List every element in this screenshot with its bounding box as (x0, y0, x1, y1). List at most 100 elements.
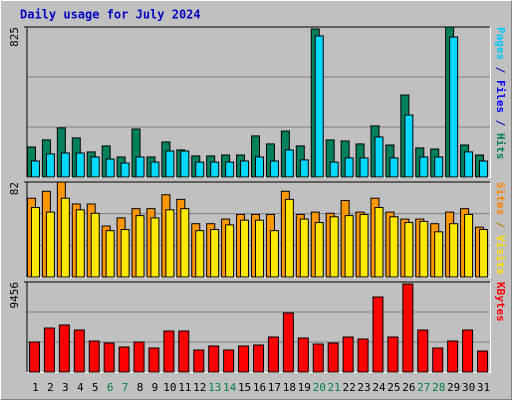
bar (240, 219, 250, 278)
bar (165, 150, 175, 178)
legend-entry: KBytes (494, 282, 507, 322)
bar (464, 213, 474, 278)
bar (329, 216, 339, 278)
bar (180, 150, 190, 178)
y-tick-label: 9456 (8, 282, 21, 309)
bar (432, 347, 444, 373)
x-tick-label: 11 (178, 381, 191, 394)
bar (30, 160, 40, 178)
bar (120, 162, 130, 178)
bar (148, 347, 160, 373)
bar (163, 330, 175, 373)
bar (299, 218, 309, 278)
x-tick-label: 13 (208, 381, 221, 394)
x-tick-label: 24 (372, 381, 386, 394)
bar (374, 136, 384, 178)
bar (73, 329, 85, 373)
bar (28, 341, 40, 373)
bar (477, 350, 489, 373)
bar (282, 312, 294, 373)
bar (208, 345, 220, 373)
bar (135, 215, 145, 278)
bar (255, 219, 264, 278)
bar (372, 296, 384, 373)
x-tick-label: 26 (402, 381, 415, 394)
x-tick-label: 23 (357, 381, 370, 394)
legend-entry: / (494, 113, 507, 133)
bar (225, 224, 235, 278)
legend: KBytes (494, 282, 507, 322)
bar (150, 217, 160, 278)
x-tick-label: 25 (387, 381, 400, 394)
legend-entry: Sites (494, 182, 507, 215)
bar (45, 153, 55, 178)
bar (359, 213, 369, 278)
bar (58, 324, 70, 373)
bar (90, 156, 100, 178)
x-tick-label: 10 (163, 381, 176, 394)
bar (195, 230, 205, 278)
bar (297, 337, 309, 373)
bar (314, 35, 324, 178)
bar (255, 156, 264, 178)
bar (329, 161, 339, 178)
x-tick-label: 18 (283, 381, 296, 394)
bar (193, 349, 205, 373)
bar (419, 156, 429, 178)
bar (434, 156, 444, 178)
bar (269, 160, 279, 178)
legend-entry: Files (494, 80, 507, 113)
x-tick-label: 19 (298, 381, 311, 394)
x-tick-label: 2 (47, 381, 54, 394)
x-tick-label: 22 (342, 381, 355, 394)
x-tick-label: 14 (223, 381, 237, 394)
x-tick-label: 3 (62, 381, 69, 394)
x-tick-label: 16 (253, 381, 266, 394)
bar (327, 342, 339, 373)
bar (135, 156, 145, 178)
bar (105, 158, 115, 178)
bar (240, 160, 250, 178)
legend: Sites / Visits (494, 182, 507, 275)
bar (434, 231, 444, 278)
y-tick-label: 82 (8, 182, 21, 195)
x-tick-label: 27 (417, 381, 430, 394)
bar (118, 346, 130, 373)
bar (284, 198, 294, 278)
bar (359, 157, 369, 178)
bar (120, 229, 130, 278)
bar (90, 212, 100, 278)
legend-entry: Pages (494, 27, 507, 60)
bar (178, 330, 190, 373)
bar (344, 215, 354, 278)
x-tick-label: 7 (122, 381, 129, 394)
bar (195, 161, 205, 178)
x-tick-label: 28 (432, 381, 445, 394)
bar (417, 329, 429, 373)
bar (238, 345, 250, 373)
bar (75, 209, 85, 278)
bar (344, 157, 354, 178)
bar (30, 206, 40, 278)
x-tick-label: 6 (107, 381, 114, 394)
bar (449, 223, 459, 278)
legend-entry: Visits (494, 235, 507, 275)
bar (479, 229, 489, 278)
legend-entry: Hits (494, 133, 507, 160)
x-tick-label: 8 (137, 381, 144, 394)
bar (88, 340, 100, 373)
bar (449, 36, 459, 178)
bar (165, 209, 175, 278)
bar (267, 336, 279, 373)
bar (284, 149, 294, 178)
bar (342, 336, 354, 373)
bar (404, 114, 414, 178)
bar (479, 160, 489, 178)
x-tick-label: 5 (92, 381, 99, 394)
bar (312, 343, 324, 373)
x-tick-label: 20 (313, 381, 326, 394)
bar (133, 341, 145, 373)
bar (419, 220, 429, 278)
